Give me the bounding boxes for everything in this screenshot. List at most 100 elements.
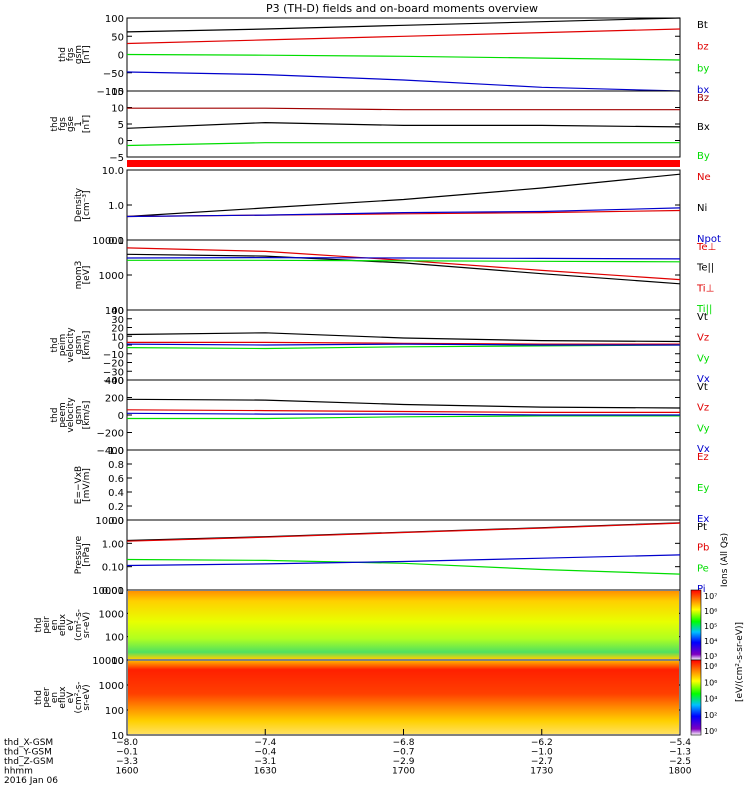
legend-entry: Ne (697, 172, 711, 183)
series-line (126, 28, 681, 45)
y-tick-label: 1.0 (108, 201, 124, 212)
y-axis-label: gsm (74, 405, 84, 424)
date-label: 2016 Jan 06 (4, 776, 58, 786)
colorbar-tick: 10⁵ (704, 622, 717, 631)
y-tick-label: 10000 (92, 656, 124, 667)
series-line (126, 412, 680, 416)
x-row-value: −5.4 (669, 738, 691, 748)
legend-entry: Te⊥ (696, 242, 716, 253)
y-axis-label: (cm²-s- (74, 681, 84, 713)
spectrogram (128, 591, 679, 659)
series-line (126, 173, 681, 218)
colorbar (690, 659, 702, 736)
y-axis-label: eflux (58, 613, 68, 636)
y-tick-label: 10 (111, 104, 124, 115)
y-axis-label: 1 (74, 121, 84, 127)
legend-entry: Pe (697, 563, 709, 574)
y-axis-label: [nT] (82, 115, 92, 133)
legend-entry: Bz (697, 93, 709, 104)
x-row-value: −1.3 (669, 748, 691, 758)
y-tick-label: 0 (118, 137, 124, 148)
y-axis-label: [mV/m] (82, 468, 92, 502)
y-tick-label: −400 (97, 446, 124, 457)
legend-entry: Ey (697, 483, 709, 494)
series-line (126, 522, 681, 542)
y-tick-label: −50 (103, 69, 124, 80)
y-axis-label: thd (58, 47, 68, 62)
y-tick-label: 10000 (92, 236, 124, 247)
y-axis-label: eflux (58, 686, 68, 709)
y-axis-label: mom3 (74, 261, 84, 290)
y-tick-label: 1000 (99, 609, 124, 620)
series-line (126, 142, 680, 147)
series-line (126, 71, 681, 92)
legend-entry: Ti|| (696, 304, 712, 315)
panel-frame (126, 90, 681, 158)
y-tick-label: 30 (111, 315, 124, 326)
y-tick-label: 1.00 (102, 539, 124, 550)
y-tick-label: 1000 (99, 681, 124, 692)
colorbar-tick: 10⁶ (704, 678, 717, 687)
y-tick-label: 10.0 (102, 166, 124, 177)
colorbar-tick: 10³ (704, 652, 717, 661)
y-tick-label: 10 (111, 656, 124, 667)
y-tick-label: −200 (97, 429, 124, 440)
y-axis-label: velocity (66, 327, 76, 363)
figure-title: P3 (TH-D) fields and on-board moments ov… (266, 2, 538, 15)
legend-entry: Pb (697, 543, 709, 554)
y-tick-label: 10.00 (95, 516, 124, 527)
y-tick-label: 100 (105, 633, 124, 644)
y-tick-label: 100 (105, 706, 124, 717)
x-row-value: −7.4 (254, 738, 276, 748)
spectrogram (128, 661, 679, 734)
colorbar-tick: 10² (704, 711, 717, 720)
y-tick-label: 20 (111, 324, 124, 335)
x-row-value: 1600 (116, 767, 139, 777)
series-line (126, 554, 681, 567)
y-tick-label: 1.0 (108, 446, 124, 457)
y-axis-label: [eV] (82, 266, 92, 285)
legend-entry: bx (697, 85, 709, 96)
y-tick-label: 100 (105, 14, 124, 25)
series-line (127, 341, 680, 345)
legend-entry: Vz (697, 403, 709, 414)
legend-entry: Vx (697, 374, 710, 385)
legend-entry: Ex (697, 514, 709, 525)
colorbar-tick: 10⁶ (704, 607, 717, 616)
x-row-value: −6.2 (531, 738, 553, 748)
y-tick-label: 400 (105, 376, 124, 387)
y-axis-label: eV (66, 618, 76, 631)
y-tick-label: 1000 (99, 271, 124, 282)
y-tick-label: 0.0 (108, 516, 124, 527)
series-line (126, 558, 681, 575)
y-axis-label: [km/s] (82, 331, 92, 360)
legend-entry: Te|| (696, 263, 714, 274)
y-axis-label: thd (50, 338, 60, 353)
legend-entry: by (697, 63, 709, 74)
y-tick-label: 0.01 (102, 586, 124, 597)
y-tick-label: −20 (103, 359, 124, 370)
x-row-value: 1730 (530, 767, 553, 777)
series-line (126, 253, 681, 285)
series-line (126, 343, 680, 346)
y-axis-label: peer (42, 687, 52, 708)
series-line (126, 121, 681, 129)
x-row-value: 1630 (254, 767, 277, 777)
y-axis-label: Density (74, 187, 84, 222)
y-tick-label: 0 (118, 51, 124, 62)
y-axis-label: en (50, 619, 60, 630)
y-axis-label: peem (58, 402, 68, 428)
panel-frame (126, 519, 681, 591)
x-row-label: thd_X-GSM (4, 738, 53, 748)
series-line (126, 344, 681, 350)
y-tick-label: −30 (103, 367, 124, 378)
x-row-value: −3.1 (254, 757, 276, 767)
y-axis-label: sr-eV) (82, 612, 92, 638)
series-line (126, 207, 681, 218)
x-row-label: hhmm (4, 767, 33, 777)
legend-entry: Vt (697, 382, 708, 393)
y-axis-label: [cm⁻³] (82, 190, 92, 219)
colorbar-label: [eV/(cm²-s-sr-eV)] (735, 622, 745, 702)
